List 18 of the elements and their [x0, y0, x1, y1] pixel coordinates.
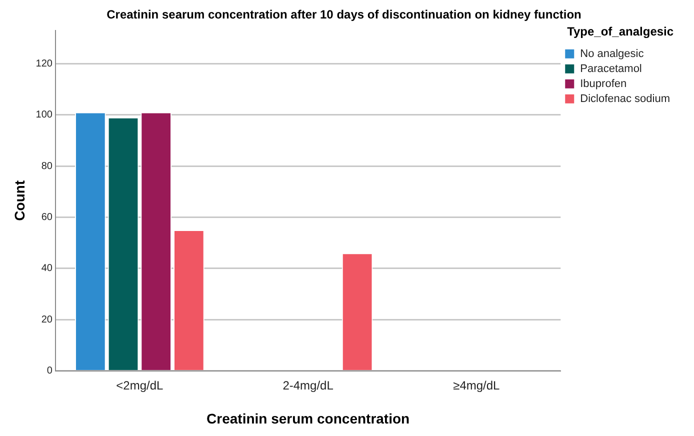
x-axis-title: Creatinin serum concentration: [206, 410, 410, 426]
legend-title: Type_of_analgesic: [567, 24, 674, 38]
x-tick-label: <2mg/dL: [116, 378, 164, 392]
y-tick-label: 40: [41, 263, 53, 274]
y-tick-label: 80: [41, 160, 53, 172]
y-tick-label: 120: [36, 58, 53, 70]
y-tick-label: 20: [41, 314, 53, 326]
legend-label: Paracetamol: [580, 62, 642, 75]
legend-label: Diclofenac sodium: [580, 92, 670, 105]
x-tick-label: ≥4mg/dL: [453, 378, 500, 392]
y-axis-title: Count: [11, 180, 28, 221]
y-tick-label: 60: [41, 212, 53, 223]
y-tick-label: 0: [46, 366, 53, 377]
y-tick-label: 100: [36, 110, 53, 121]
x-tick-label: 2-4mg/dL: [282, 378, 334, 392]
legend-label: No analgesic: [580, 48, 644, 60]
legend-label: Ibuprofen: [580, 78, 627, 90]
chart-title: Creatinin searum concentration after 10 days of discontinuation on kidney function: [106, 8, 582, 22]
